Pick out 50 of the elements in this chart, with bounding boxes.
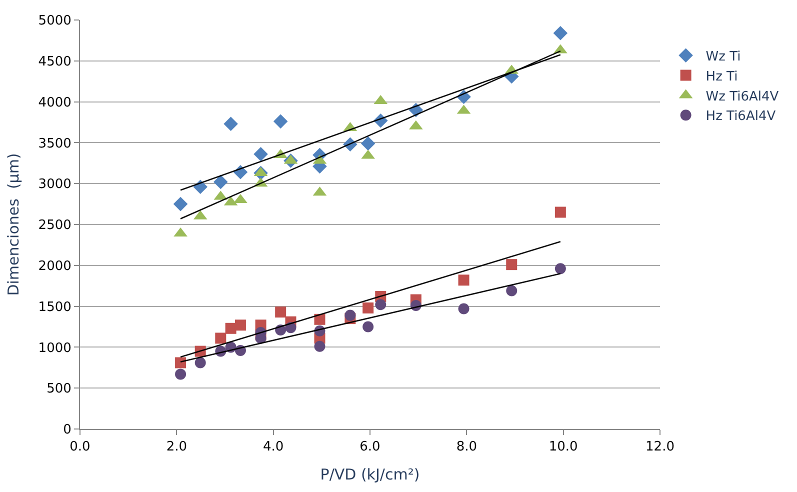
point <box>314 314 326 325</box>
y-tick-label: 3000 <box>38 177 72 192</box>
point <box>458 303 470 314</box>
x-tick-label: 4.0 <box>262 440 284 455</box>
point <box>553 26 568 40</box>
point <box>506 285 518 296</box>
y-tick-label: 0 <box>63 422 72 438</box>
x-tick-label: 12.0 <box>646 440 674 455</box>
point <box>175 357 186 368</box>
point <box>458 274 470 286</box>
point <box>554 263 566 274</box>
point <box>314 340 326 352</box>
y-tick-label: 2500 <box>38 218 72 234</box>
point <box>554 206 566 218</box>
point <box>362 321 374 332</box>
legend-label: Hz Ti <box>706 69 738 84</box>
point <box>360 136 376 151</box>
y-tick-label: 4000 <box>38 95 72 110</box>
y-tick-label: 4500 <box>38 54 72 70</box>
legend-label: Wz Ti <box>706 49 741 64</box>
y-tick-label: 2000 <box>38 258 72 274</box>
x-tick-label: 0.0 <box>70 440 90 455</box>
point <box>506 259 518 270</box>
y-tick-label: 3500 <box>38 136 72 152</box>
point <box>225 322 236 334</box>
point <box>194 357 206 368</box>
point <box>215 332 226 344</box>
y-tick-label: 1000 <box>38 340 72 356</box>
point <box>273 114 288 129</box>
point <box>254 147 268 162</box>
y-tick-label: 5000 <box>38 14 72 29</box>
point <box>344 310 356 321</box>
point <box>375 299 386 310</box>
y-axis-title: Dimenciones (µm) <box>4 153 23 296</box>
point <box>234 320 246 331</box>
y-tick-label: 500 <box>46 382 72 397</box>
point <box>173 196 188 212</box>
x-tick-label: 8.0 <box>456 440 478 455</box>
legend-label: Wz Ti6Al4V <box>706 89 779 104</box>
point <box>224 116 238 132</box>
x-tick-label: 2.0 <box>166 440 188 455</box>
point <box>214 174 228 190</box>
point <box>362 302 374 314</box>
y-tick-label: 1500 <box>38 300 72 315</box>
legend-label: Hz Ti6Al4V <box>706 109 776 124</box>
x-axis-title: P/VD (kJ/cm²) <box>320 466 420 484</box>
x-tick-label: 10.0 <box>548 440 578 455</box>
point <box>175 368 186 380</box>
point <box>275 306 286 318</box>
x-tick-label: 6.0 <box>360 440 380 455</box>
